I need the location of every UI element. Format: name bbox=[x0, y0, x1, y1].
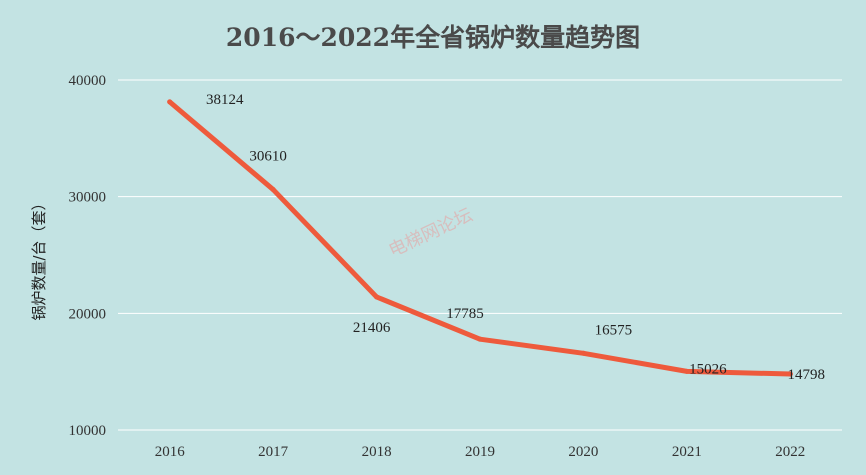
watermark: 电梯网论坛 bbox=[385, 204, 475, 261]
data-point bbox=[787, 371, 793, 377]
y-tick-label: 30000 bbox=[69, 190, 107, 206]
x-tick-label: 2017 bbox=[258, 444, 289, 460]
y-axis-label: 锅炉数量/台（套） bbox=[30, 195, 48, 320]
data-point bbox=[167, 99, 173, 105]
data-point bbox=[374, 294, 380, 300]
series-layer bbox=[167, 99, 793, 377]
y-tick-label: 40000 bbox=[69, 73, 107, 89]
data-point bbox=[270, 187, 276, 193]
data-point bbox=[477, 336, 483, 342]
data-label: 15026 bbox=[689, 361, 727, 377]
x-tick-label: 2018 bbox=[362, 444, 392, 460]
y-tick-label: 10000 bbox=[69, 423, 107, 439]
data-point bbox=[580, 350, 586, 356]
x-tick-label: 2022 bbox=[775, 444, 805, 460]
x-tick-label: 2021 bbox=[672, 444, 702, 460]
data-label: 14798 bbox=[788, 367, 826, 383]
data-point bbox=[684, 368, 690, 374]
y-axis-ticks: 10000 20000 30000 40000 bbox=[69, 73, 107, 439]
x-tick-label: 2016 bbox=[155, 444, 186, 460]
x-axis-ticks: 2016 2017 2018 2019 2020 2021 2022 bbox=[155, 444, 806, 460]
y-tick-label: 20000 bbox=[69, 306, 107, 322]
data-label: 38124 bbox=[206, 92, 244, 108]
data-label: 21406 bbox=[353, 320, 391, 336]
data-label: 16575 bbox=[595, 322, 633, 338]
x-tick-label: 2020 bbox=[568, 444, 598, 460]
data-labels: 38124 30610 21406 17785 16575 15026 14798 bbox=[206, 92, 825, 383]
data-label: 17785 bbox=[446, 306, 484, 322]
x-tick-label: 2019 bbox=[465, 444, 495, 460]
chart-title: 2016～2022年全省锅炉数量趋势图 bbox=[226, 23, 640, 52]
grid-lines bbox=[118, 79, 842, 431]
series-line bbox=[167, 99, 793, 377]
data-label: 30610 bbox=[249, 149, 287, 165]
